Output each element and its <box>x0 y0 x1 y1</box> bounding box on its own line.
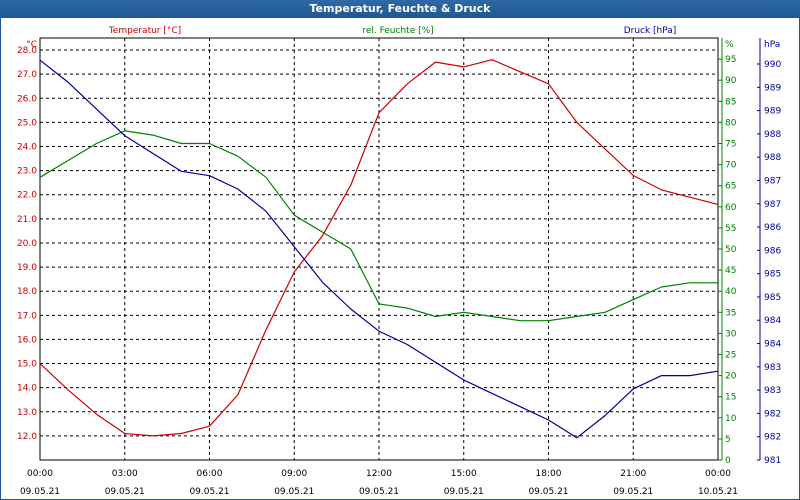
humidity-tick-label: 45 <box>725 266 736 276</box>
temperature-tick-label: 23.0 <box>17 167 37 177</box>
humidity-tick-label: 30 <box>725 329 737 339</box>
temperature-tick-label: 12.0 <box>17 432 37 442</box>
pressure-tick-label: 988 <box>764 130 781 140</box>
pressure-tick-label: 989 <box>764 107 781 117</box>
humidity-tick-label: 0 <box>725 456 731 466</box>
pressure-tick-label: 981 <box>764 456 781 466</box>
x-tick-date: 09.05.21 <box>274 487 314 497</box>
legend-humidity: rel. Feuchte [%] <box>362 26 433 36</box>
humidity-axis: 0 5 10 15 20 25 30 35 40 45 50 55 60 65 70 75 80 85 90 95% <box>718 38 737 466</box>
pressure-tick-label: 988 <box>764 153 781 163</box>
pressure-tick-label: 982 <box>764 409 781 419</box>
humidity-tick-label: 95 <box>725 55 736 65</box>
humidity-tick-label: 15 <box>725 393 736 403</box>
temperature-tick-label: 24.0 <box>17 143 37 153</box>
humidity-tick-label: 60 <box>725 203 737 213</box>
x-tick-date: 09.05.21 <box>20 487 60 497</box>
x-tick-date: 09.05.21 <box>444 487 484 497</box>
x-axis: 00:00 09.05.21 03:00 09.05.21 06:00 09.05.21 0… <box>20 469 738 497</box>
x-tick-time: 15:00 <box>451 469 477 479</box>
legend-temperature: Temperatur [°C] <box>108 26 181 36</box>
pressure-tick-label: 987 <box>764 200 781 210</box>
temperature-tick-label: 18.0 <box>17 287 37 297</box>
humidity-tick-label: 50 <box>725 245 737 255</box>
temperature-tick-label: 17.0 <box>17 311 37 321</box>
x-tick-time: 00:00 <box>705 469 731 479</box>
temperature-tick-label: 20.0 <box>17 239 37 249</box>
temperature-tick-label: 25.0 <box>17 118 37 128</box>
humidity-tick-label: 80 <box>725 118 737 128</box>
humidity-tick-label: 70 <box>725 161 737 171</box>
pressure-tick-label: 983 <box>764 386 781 396</box>
pressure-axis: 981 982 982 983 983 984 984 985 985 986 986 987 987 9… <box>757 38 781 466</box>
x-tick-date: 09.05.21 <box>528 487 568 497</box>
temperature-tick-label: 26.0 <box>17 94 37 104</box>
x-tick-time: 03:00 <box>112 469 138 479</box>
pressure-tick-label: 984 <box>764 340 781 350</box>
x-tick-time: 06:00 <box>197 469 223 479</box>
legend: Temperatur [°C] rel. Feuchte [%] Druck [hP… <box>108 26 676 36</box>
pressure-tick-label: 989 <box>764 83 781 93</box>
humidity-series-line <box>39 130 718 322</box>
legend-pressure: Druck [hPa] <box>624 26 677 36</box>
temperature-tick-label: 15.0 <box>17 360 37 370</box>
x-tick-date: 10.05.21 <box>698 487 738 497</box>
humidity-tick-label: 65 <box>725 182 736 192</box>
temperature-tick-label: 14.0 <box>17 384 37 394</box>
temperature-tick-label: 13.0 <box>17 408 37 418</box>
humidity-tick-label: 55 <box>725 224 736 234</box>
pressure-tick-label: 984 <box>764 316 781 326</box>
x-tick-time: 09:00 <box>281 469 307 479</box>
x-tick-time: 21:00 <box>620 469 646 479</box>
pressure-tick-label: 982 <box>764 433 781 443</box>
humidity-tick-label: 35 <box>725 308 736 318</box>
pressure-tick-label: 985 <box>764 270 781 280</box>
x-tick-date: 09.05.21 <box>359 487 399 497</box>
temperature-tick-label: 21.0 <box>17 215 37 225</box>
window-title: Temperatur, Feuchte & Druck <box>0 0 800 18</box>
temperature-tick-label: 16.0 <box>17 335 37 345</box>
humidity-tick-label: 25 <box>725 351 736 361</box>
series-lines <box>39 59 719 439</box>
x-tick-time: 00:00 <box>27 469 53 479</box>
temperature-tick-label: 19.0 <box>17 263 37 273</box>
temperature-tick-label: 27.0 <box>17 70 37 80</box>
pressure-tick-label: 983 <box>764 363 781 373</box>
temperature-unit: °C <box>26 40 37 50</box>
pressure-series-line <box>39 59 719 439</box>
x-tick-time: 18:00 <box>536 469 562 479</box>
humidity-tick-label: 5 <box>725 435 731 445</box>
pressure-unit: hPa <box>764 40 780 50</box>
humidity-tick-label: 85 <box>725 97 736 107</box>
temperature-series-line <box>39 59 719 437</box>
humidity-unit: % <box>725 40 734 50</box>
pressure-tick-label: 986 <box>764 223 781 233</box>
grid <box>40 38 718 460</box>
temperature-axis: °C 12.0 13.0 14.0 15.0 16.0 17.0 18.0 19.0 20.0 21… <box>17 40 37 442</box>
pressure-tick-label: 987 <box>764 176 781 186</box>
pressure-tick-label: 986 <box>764 246 781 256</box>
pressure-tick-label: 985 <box>764 293 781 303</box>
humidity-tick-label: 40 <box>725 287 737 297</box>
x-tick-date: 09.05.21 <box>613 487 653 497</box>
humidity-tick-label: 20 <box>725 372 737 382</box>
x-tick-time: 12:00 <box>366 469 392 479</box>
temperature-tick-label: 28.0 <box>17 46 37 56</box>
temperature-tick-label: 22.0 <box>17 191 37 201</box>
humidity-tick-label: 75 <box>725 140 736 150</box>
humidity-tick-label: 10 <box>725 414 737 424</box>
pressure-tick-label: 990 <box>764 60 781 70</box>
x-tick-date: 09.05.21 <box>105 487 145 497</box>
humidity-tick-label: 90 <box>725 76 737 86</box>
x-tick-date: 09.05.21 <box>189 487 229 497</box>
